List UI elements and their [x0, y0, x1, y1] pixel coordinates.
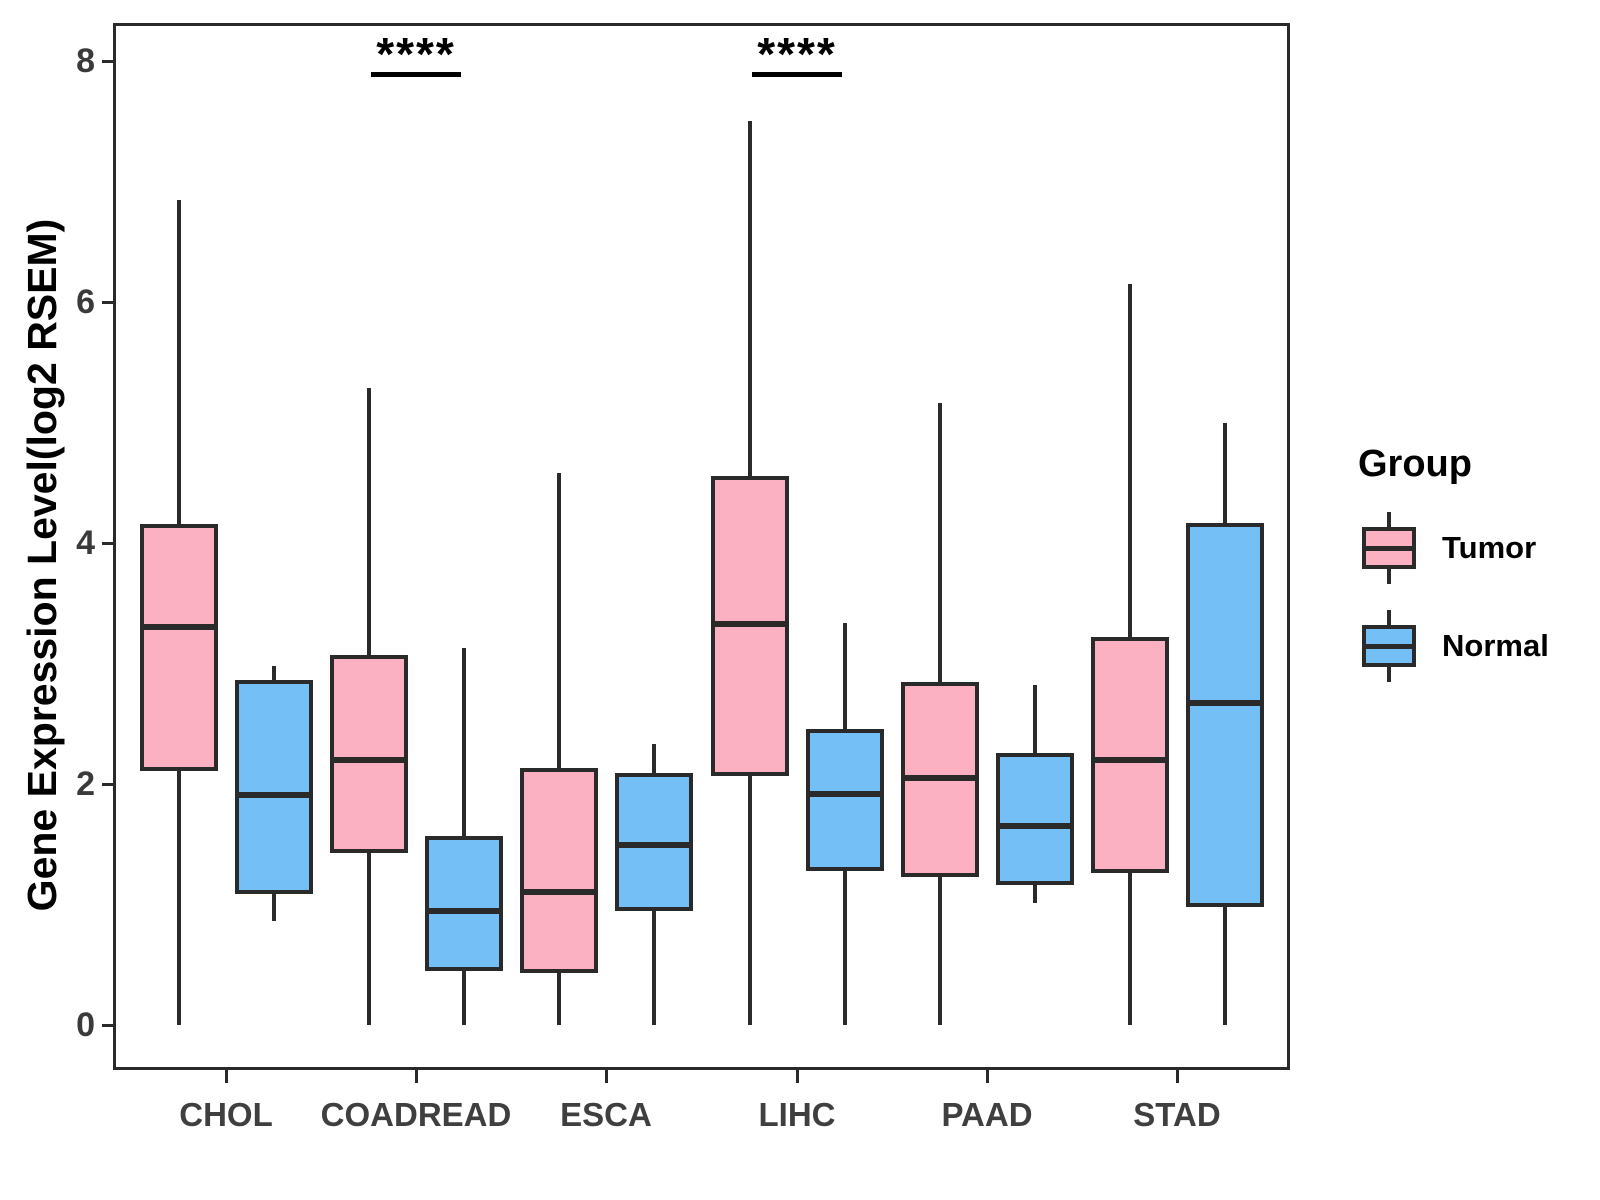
x-axis-tick: [414, 1070, 418, 1083]
y-tick-label: 2: [76, 765, 95, 803]
legend-title: Group: [1358, 443, 1472, 485]
x-tick-label: ESCA: [560, 1096, 652, 1133]
boxplot-box-normal-lihc: [805, 728, 884, 871]
boxplot-box-normal-coadread: [424, 835, 503, 971]
significance-stars: ****: [757, 28, 837, 80]
boxplot-box-tumor-esca: [519, 768, 598, 974]
x-axis-tick: [795, 1070, 799, 1083]
x-tick-label: PAAD: [941, 1096, 1033, 1133]
x-tick-label: COADREAD: [320, 1096, 512, 1133]
y-tick-label: 4: [76, 524, 95, 562]
boxplot-median: [904, 774, 975, 781]
x-axis-tick: [985, 1070, 989, 1083]
boxplot-median: [809, 790, 880, 797]
y-tick-label: 6: [76, 283, 95, 321]
boxplot-median: [999, 823, 1070, 830]
boxplot-median: [618, 842, 689, 849]
y-axis-tick: [102, 782, 113, 786]
significance-stars: ****: [376, 28, 456, 80]
boxplot-key-icon: [1362, 512, 1416, 584]
y-tick-label: 0: [76, 1006, 95, 1044]
boxplot-median: [714, 620, 785, 627]
legend-items: Tumor Normal: [1330, 512, 1590, 682]
boxplot-box-tumor-stad: [1090, 636, 1169, 874]
y-axis-tick: [102, 59, 113, 63]
boxplot-box-normal-chol: [234, 680, 313, 894]
x-tick-label: STAD: [1133, 1096, 1221, 1133]
y-axis-tick: [102, 541, 113, 545]
boxplot-median: [1094, 756, 1165, 763]
significance-bar: [371, 72, 461, 77]
legend-label: Tumor: [1442, 530, 1537, 565]
boxplot-median: [143, 624, 214, 631]
x-axis-tick: [224, 1070, 228, 1083]
legend-item-normal: Normal: [1330, 610, 1590, 682]
y-axis-tick: [102, 1023, 113, 1027]
boxplot-box-normal-esca: [614, 773, 693, 911]
boxplot-box-normal-stad: [1185, 522, 1264, 907]
boxplot-box-normal-paad: [995, 752, 1074, 886]
y-tick-label: 8: [76, 42, 95, 80]
boxplot-key-icon: [1362, 610, 1416, 682]
boxplot-median: [333, 756, 404, 763]
legend-item-tumor: Tumor: [1330, 512, 1590, 584]
boxplot-median: [523, 889, 594, 896]
boxplot-median: [428, 907, 499, 914]
legend-label: Normal: [1442, 628, 1549, 663]
boxplot-median: [238, 791, 309, 798]
x-axis-tick: [604, 1070, 608, 1083]
boxplot-whisker: [556, 473, 561, 1025]
plot-panel: [113, 23, 1290, 1070]
x-tick-label: CHOL: [179, 1096, 273, 1133]
boxplot-box-tumor-chol: [139, 523, 218, 771]
significance-bar: [752, 72, 842, 77]
x-axis-tick: [1175, 1070, 1179, 1083]
boxplot-box-tumor-coadread: [329, 655, 408, 853]
boxplot-median: [1189, 700, 1260, 707]
legend: Group Tumor Normal: [1330, 443, 1590, 682]
x-tick-label: LIHC: [758, 1096, 836, 1133]
y-axis-tick: [102, 300, 113, 304]
